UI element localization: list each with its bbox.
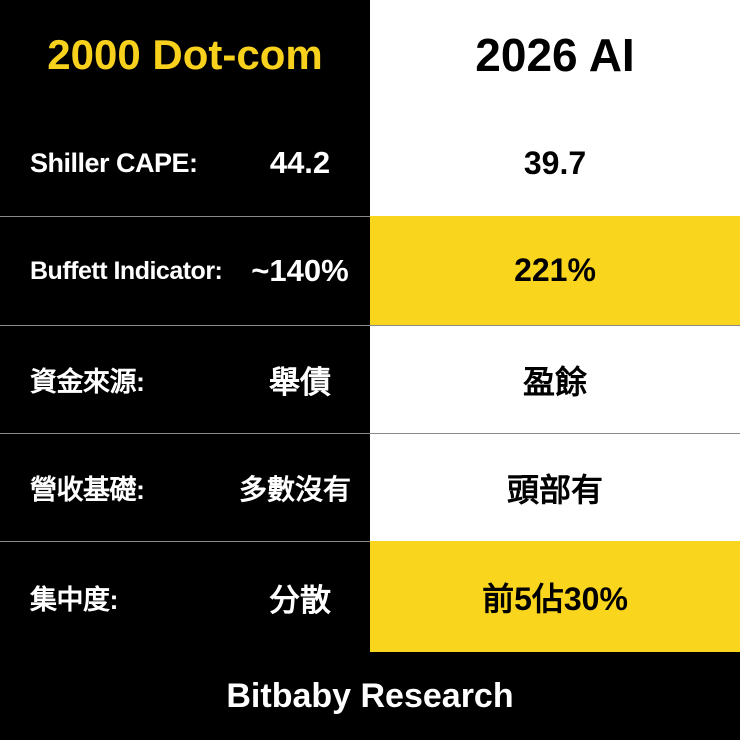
then-value: 分散 bbox=[269, 582, 331, 618]
now-value: 前5佔30% bbox=[482, 580, 628, 617]
row-label: 營收基礎: bbox=[30, 475, 145, 505]
row-label: 集中度: bbox=[30, 584, 119, 615]
then-value: 舉債 bbox=[269, 365, 331, 400]
row-label: Shiller CAPE: bbox=[30, 147, 198, 178]
then-value: ~140% bbox=[251, 253, 349, 288]
row-right: 盈餘 bbox=[370, 325, 740, 433]
row-left: 營收基礎: 多數沒有 bbox=[0, 433, 370, 541]
header-left: 2000 Dot-com bbox=[0, 0, 370, 110]
now-value: 221% bbox=[514, 252, 596, 288]
header-right: 2026 AI bbox=[370, 0, 740, 110]
now-value: 39.7 bbox=[523, 144, 587, 181]
row-left: 集中度: 分散 bbox=[0, 541, 370, 652]
then-value: 44.2 bbox=[269, 145, 331, 180]
now-value: 頭部有 bbox=[506, 471, 603, 508]
row-right: 前5佔30% bbox=[370, 541, 740, 652]
then-value: 多數沒有 bbox=[238, 473, 351, 505]
row-label: Buffett Indicator: bbox=[30, 256, 223, 285]
row-right: 221% bbox=[370, 216, 740, 325]
row-label: 資金來源: bbox=[30, 367, 145, 397]
footer: Bitbaby Research bbox=[0, 652, 740, 740]
row-left: Shiller CAPE: 44.2 bbox=[0, 110, 370, 216]
now-value: 盈餘 bbox=[522, 363, 587, 400]
row-left: Buffett Indicator: ~140% bbox=[0, 216, 370, 325]
row-right: 頭部有 bbox=[370, 433, 740, 541]
row-left: 資金來源: 舉債 bbox=[0, 325, 370, 433]
row-right: 39.7 bbox=[370, 110, 740, 216]
